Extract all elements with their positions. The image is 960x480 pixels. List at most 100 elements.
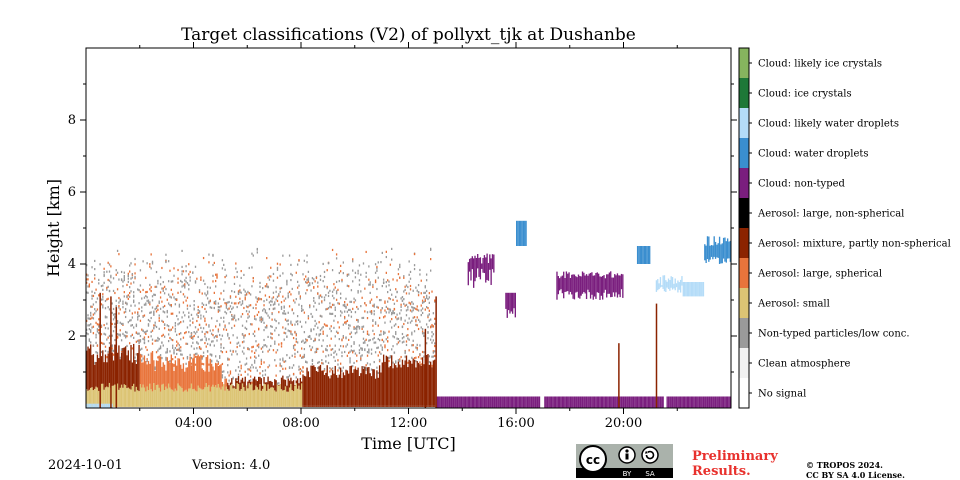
- heatmap-cell: [373, 341, 375, 344]
- heatmap-cell: [434, 342, 436, 345]
- heatmap-cell: [235, 388, 237, 407]
- heatmap-cell: [311, 282, 314, 285]
- heatmap-cell: [287, 319, 289, 322]
- heatmap-cell: [321, 362, 323, 365]
- heatmap-cell: [137, 316, 139, 319]
- heatmap-cell: [231, 290, 233, 293]
- heatmap-cell: [270, 300, 272, 303]
- heatmap-cell: [357, 291, 359, 294]
- heatmap-cell: [321, 315, 323, 318]
- heatmap-cell: [330, 330, 332, 333]
- heatmap-cell: [213, 302, 215, 305]
- heatmap-cell: [202, 355, 205, 358]
- heatmap-cell: [545, 396, 547, 408]
- heatmap-cell: [253, 376, 256, 390]
- heatmap-cell: [151, 329, 154, 332]
- heatmap-cell: [278, 294, 280, 297]
- heatmap-cell: [274, 318, 276, 321]
- heatmap-cell: [408, 359, 410, 406]
- heatmap-cell: [271, 332, 273, 336]
- heatmap-cell: [159, 345, 162, 348]
- heatmap-cell: [333, 326, 335, 329]
- heatmap-cell: [258, 389, 260, 407]
- heatmap-cell: [167, 328, 170, 331]
- heatmap-cell: [392, 345, 394, 348]
- heatmap-cell: [206, 350, 209, 353]
- heatmap-cell: [377, 261, 379, 264]
- heatmap-cell: [602, 396, 604, 408]
- heatmap-cell: [365, 367, 367, 370]
- heatmap-cell: [341, 311, 343, 314]
- heatmap-cell: [655, 280, 658, 292]
- heatmap-cell: [193, 331, 195, 334]
- heatmap-cell: [373, 360, 375, 364]
- heatmap-cell: [178, 347, 181, 350]
- heatmap-cell: [666, 396, 668, 408]
- heatmap-cell: [201, 362, 203, 365]
- heatmap-cell: [667, 396, 670, 408]
- heatmap-cell: [674, 396, 676, 408]
- heatmap-cell: [400, 303, 402, 306]
- heatmap-cell: [181, 285, 183, 288]
- heatmap-cell: [267, 285, 269, 288]
- heatmap-cell: [510, 396, 512, 408]
- heatmap-cell: [331, 370, 334, 406]
- heatmap-cell: [623, 396, 625, 408]
- heatmap-cell: [303, 355, 306, 358]
- heatmap-cell: [597, 396, 600, 408]
- heatmap-cell: [408, 273, 410, 276]
- heatmap-cell: [185, 362, 187, 365]
- colorbar-segment: [739, 48, 749, 78]
- heatmap-cell: [350, 349, 353, 352]
- heatmap-cell: [208, 324, 210, 327]
- heatmap-cell: [596, 396, 598, 408]
- heatmap-cell: [290, 383, 292, 407]
- heatmap-cell: [712, 396, 714, 408]
- heatmap-cell: [217, 302, 220, 305]
- heatmap-cell: [369, 281, 371, 284]
- heatmap-cell: [286, 335, 288, 338]
- heatmap-cell: [385, 405, 387, 407]
- heatmap-cell: [303, 375, 306, 406]
- heatmap-cell: [258, 311, 260, 314]
- heatmap-cell: [180, 386, 182, 407]
- heatmap-cell: [186, 355, 189, 359]
- heatmap-cell: [174, 322, 177, 325]
- heatmap-cell: [202, 303, 205, 306]
- heatmap-cell: [92, 332, 95, 335]
- heatmap-cell: [270, 275, 272, 278]
- heatmap-cell: [319, 278, 322, 281]
- heatmap-cell: [303, 331, 306, 334]
- heatmap-cell: [237, 366, 240, 369]
- heatmap-cell: [147, 318, 150, 322]
- heatmap-cell: [256, 247, 258, 251]
- heatmap-cell: [345, 305, 347, 308]
- heatmap-cell: [346, 370, 349, 406]
- heatmap-cell: [344, 317, 346, 320]
- heatmap-cell: [86, 291, 88, 294]
- heatmap-cell: [268, 275, 271, 278]
- heatmap-cell: [119, 359, 121, 388]
- heatmap-cell: [322, 326, 324, 329]
- heatmap-cell: [404, 405, 406, 407]
- heatmap-cell: [466, 396, 468, 408]
- heatmap-cell: [643, 246, 645, 264]
- heatmap-cell: [239, 284, 241, 287]
- heatmap-cell: [155, 360, 158, 386]
- heatmap-cell: [349, 308, 351, 312]
- heatmap-cell: [482, 257, 484, 273]
- heatmap-cell: [225, 303, 228, 306]
- heatmap-cell: [143, 342, 146, 345]
- heatmap-cell: [172, 346, 174, 349]
- heatmap-cell: [415, 367, 417, 406]
- heatmap-cell: [255, 385, 257, 407]
- heatmap-cell: [166, 347, 168, 351]
- heatmap-cell: [104, 387, 107, 407]
- heatmap-cell: [595, 273, 597, 299]
- heatmap-cell: [270, 332, 272, 335]
- heatmap-cell: [327, 361, 330, 364]
- heatmap-cell: [127, 321, 129, 324]
- heatmap-cell: [145, 303, 147, 306]
- heatmap-cell: [224, 326, 226, 329]
- heatmap-cell: [232, 306, 234, 309]
